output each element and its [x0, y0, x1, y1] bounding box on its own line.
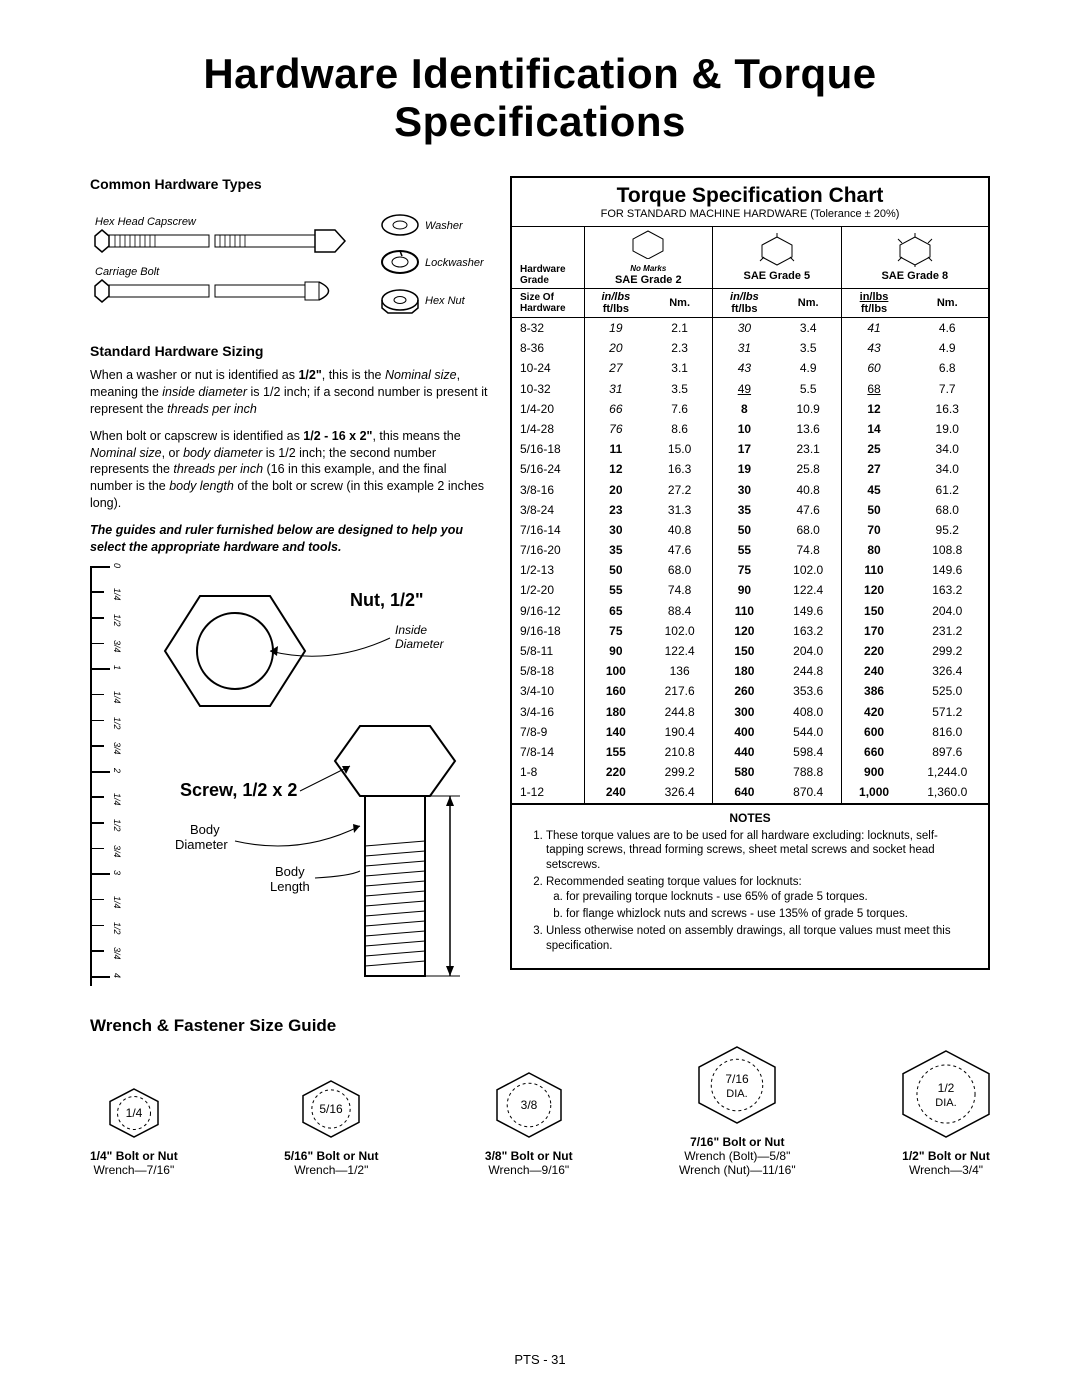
- lockwasher-label: Lockwasher: [425, 257, 485, 269]
- page-footer: PTS - 31: [0, 1352, 1080, 1367]
- hex-capscrew-label: Hex Head Capscrew: [95, 216, 197, 228]
- svg-text:3/8: 3/8: [520, 1098, 537, 1112]
- svg-text:Body: Body: [275, 864, 305, 879]
- torque-subtitle: FOR STANDARD MACHINE HARDWARE (Tolerance…: [512, 208, 988, 226]
- svg-text:DIA.: DIA.: [727, 1088, 748, 1100]
- table-row: 10-32313.5495.5687.7: [512, 379, 988, 399]
- table-row: 1/4-20667.6810.91216.3: [512, 399, 988, 419]
- table-row: 5/16-241216.31925.82734.0: [512, 459, 988, 479]
- hex-nut-label: Hex Nut: [425, 295, 466, 307]
- svg-text:Diameter: Diameter: [175, 837, 228, 852]
- svg-text:Nut, 1/2": Nut, 1/2": [350, 590, 424, 610]
- table-row: 3/4-16180244.8300408.0420571.2: [512, 702, 988, 722]
- svg-text:Diameter: Diameter: [395, 637, 445, 651]
- table-row: 1/2-205574.890122.4120163.2: [512, 580, 988, 600]
- nut-screw-diagram: Nut, 1/2" Inside Diameter Screw, 1/2 x 2: [120, 566, 490, 986]
- wrench-hex-item: 1/2DIA. 1/2" Bolt or Nut Wrench—3/4": [902, 1050, 990, 1177]
- wrench-hex-item: 5/16 5/16" Bolt or Nut Wrench—1/2": [284, 1080, 378, 1177]
- sizing-p1: When a washer or nut is identified as 1/…: [90, 367, 490, 418]
- table-row: 9/16-126588.4110149.6150204.0: [512, 601, 988, 621]
- page-title: Hardware Identification & Torque Specifi…: [90, 50, 990, 146]
- hw-types-heading: Common Hardware Types: [90, 176, 490, 192]
- carriage-bolt-label: Carriage Bolt: [95, 266, 160, 278]
- notes-list: These torque values are to be used for a…: [526, 829, 974, 955]
- wrench-guide-title: Wrench & Fastener Size Guide: [90, 1016, 990, 1036]
- table-row: 3/8-242331.33547.65068.0: [512, 500, 988, 520]
- table-row: 3/4-10160217.6260353.6386525.0: [512, 681, 988, 701]
- svg-text:DIA.: DIA.: [935, 1097, 956, 1109]
- notes-title: NOTES: [526, 811, 974, 825]
- table-row: 8-32192.1303.4414.6: [512, 318, 988, 339]
- svg-text:Screw, 1/2 x 2: Screw, 1/2 x 2: [180, 780, 297, 800]
- sizing-p3: The guides and ruler furnished below are…: [90, 522, 490, 556]
- wrench-hex-item: 1/4 1/4" Bolt or Nut Wrench—7/16": [90, 1088, 178, 1177]
- svg-text:5/16: 5/16: [320, 1102, 344, 1116]
- sizing-p2: When bolt or capscrew is identified as 1…: [90, 428, 490, 512]
- torque-chart: Torque Specification Chart FOR STANDARD …: [510, 176, 990, 970]
- table-row: 5/16-181115.01723.12534.0: [512, 439, 988, 459]
- svg-text:7/16: 7/16: [726, 1072, 750, 1086]
- table-row: 7/8-14155210.8440598.4660897.6: [512, 742, 988, 762]
- table-row: 7/16-143040.85068.07095.2: [512, 520, 988, 540]
- svg-text:Inside: Inside: [395, 623, 427, 637]
- table-row: 8-36202.3313.5434.9: [512, 338, 988, 358]
- washer-label: Washer: [425, 220, 464, 232]
- wrench-hex-row: 1/4 1/4" Bolt or Nut Wrench—7/16" 5/16 5…: [90, 1046, 990, 1177]
- svg-text:Length: Length: [270, 879, 310, 894]
- wrench-hex-item: 7/16DIA. 7/16" Bolt or Nut Wrench (Bolt)…: [679, 1046, 796, 1177]
- table-row: 10-24273.1434.9606.8: [512, 358, 988, 378]
- hw-types-diagram: Hex Head Capscrew Carriage Bolt: [90, 200, 490, 340]
- table-row: 3/8-162027.23040.84561.2: [512, 480, 988, 500]
- svg-text:1/2: 1/2: [938, 1081, 955, 1095]
- sizing-heading: Standard Hardware Sizing: [90, 343, 490, 359]
- svg-text:1/4: 1/4: [126, 1106, 143, 1120]
- table-row: 7/16-203547.65574.880108.8: [512, 540, 988, 560]
- table-row: 7/8-9140190.4400544.0600816.0: [512, 722, 988, 742]
- table-row: 1-12240326.4640870.41,0001,360.0: [512, 782, 988, 803]
- table-row: 5/8-1190122.4150204.0220299.2: [512, 641, 988, 661]
- table-row: 1/2-135068.075102.0110149.6: [512, 560, 988, 580]
- table-row: 9/16-1875102.0120163.2170231.2: [512, 621, 988, 641]
- wrench-hex-item: 3/8 3/8" Bolt or Nut Wrench—9/16": [485, 1072, 573, 1177]
- table-row: 1/4-28768.61013.61419.0: [512, 419, 988, 439]
- torque-title: Torque Specification Chart: [512, 178, 988, 208]
- svg-text:Body: Body: [190, 822, 220, 837]
- table-row: 1-8220299.2580788.89001,244.0: [512, 762, 988, 782]
- ruler: 01/41/23/411/41/23/421/41/23/431/41/23/4…: [90, 566, 118, 986]
- table-row: 5/8-18100136180244.8240326.4: [512, 661, 988, 681]
